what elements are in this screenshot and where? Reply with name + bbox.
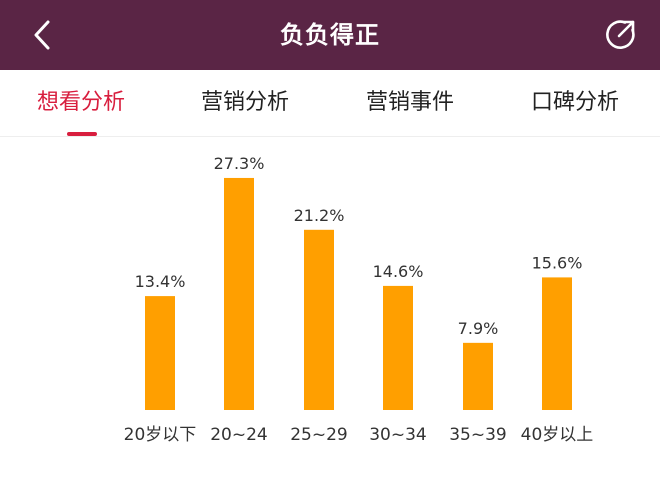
age-distribution-bar-chart: 13.4% 20岁以下 27.3% 20~24 21.2% 25~29 14.6% 30~34… <box>124 154 594 445</box>
page-title: 负负得正 <box>280 21 380 49</box>
chevron-left-icon <box>34 20 50 50</box>
category-label-4: 35~39 <box>449 425 507 445</box>
tab-reputation-analysis[interactable]: 口碑分析 <box>531 90 620 115</box>
bar-5 <box>542 277 572 410</box>
value-label-0: 13.4% <box>135 272 186 291</box>
category-label-0: 20岁以下 <box>124 425 197 445</box>
value-label-4: 7.9% <box>458 319 499 338</box>
tab-want-analysis[interactable]: 想看分析 <box>37 90 126 115</box>
app-header: 负负得正 <box>0 0 660 70</box>
tab-bar: 想看分析 营销分析 营销事件 口碑分析 <box>0 70 660 137</box>
value-label-5: 15.6% <box>532 253 583 272</box>
category-label-1: 20~24 <box>210 425 268 445</box>
back-button[interactable] <box>20 13 64 57</box>
tab-marketing-events[interactable]: 营销事件 <box>366 90 455 115</box>
bar-0 <box>145 296 175 410</box>
bar-3 <box>383 285 413 410</box>
category-label-2: 25~29 <box>290 425 348 445</box>
category-label-3: 30~34 <box>369 425 427 445</box>
category-label-5: 40岁以上 <box>521 425 594 445</box>
share-button[interactable] <box>598 13 642 57</box>
tab-marketing-analysis[interactable]: 营销分析 <box>201 90 290 115</box>
value-label-3: 14.6% <box>373 262 424 281</box>
bar-1 <box>224 177 254 410</box>
bar-2 <box>304 229 334 410</box>
bar-4 <box>463 342 493 410</box>
value-label-2: 21.2% <box>294 206 345 225</box>
active-tab-indicator <box>67 132 97 136</box>
share-icon <box>606 20 635 49</box>
value-label-1: 27.3% <box>214 154 265 173</box>
